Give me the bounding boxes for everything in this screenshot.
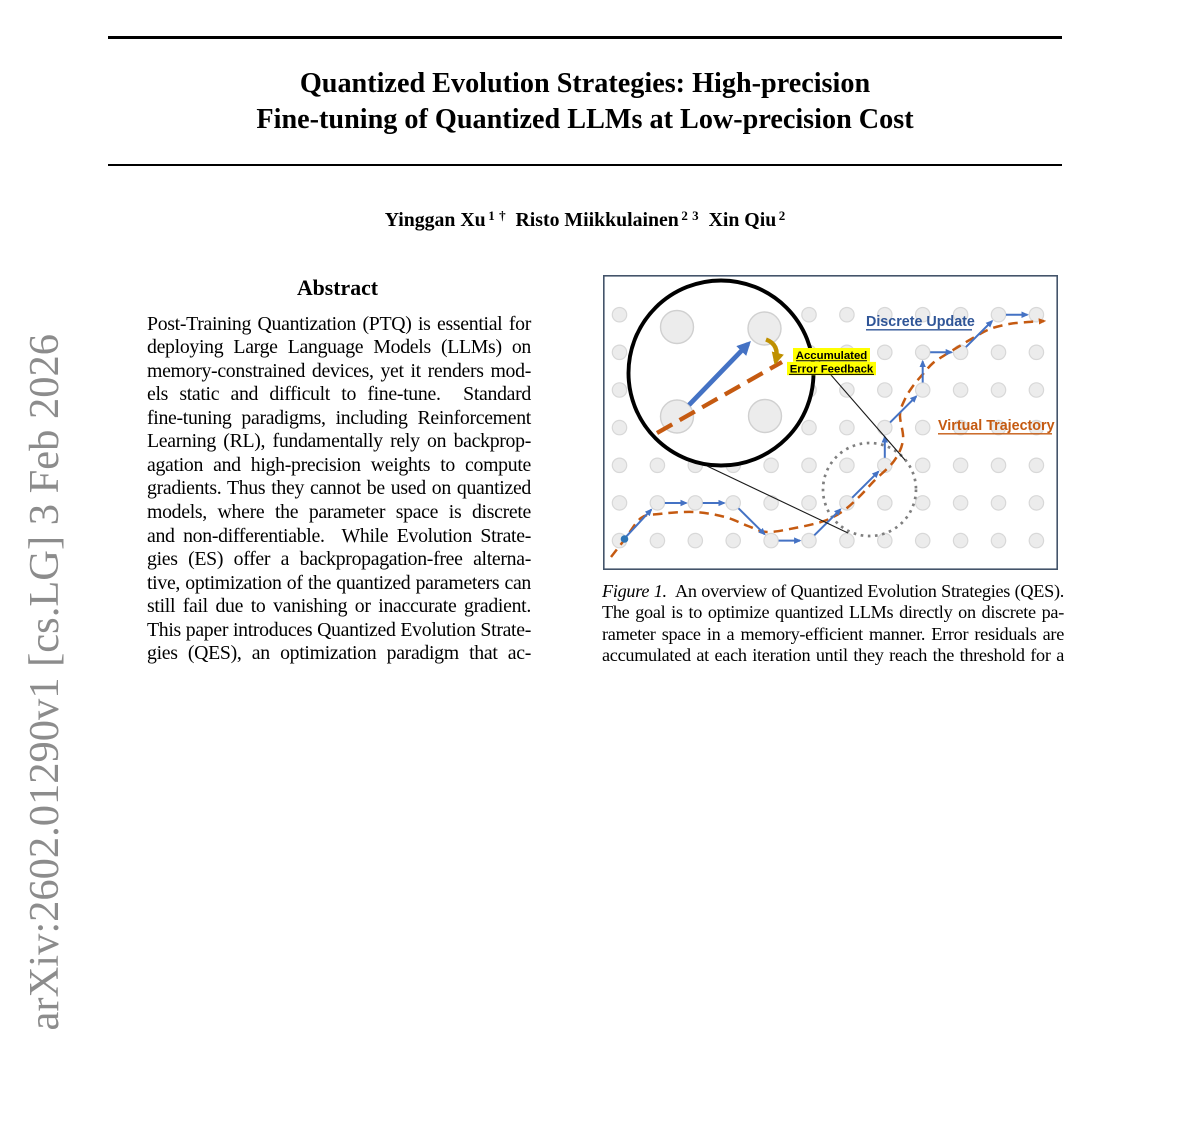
svg-text:Accumulated: Accumulated [796,350,868,362]
svg-text:Error Feedback: Error Feedback [790,364,874,376]
svg-text:Discrete Update: Discrete Update [866,314,975,330]
svg-text:Virtual Trajectory: Virtual Trajectory [938,418,1055,434]
